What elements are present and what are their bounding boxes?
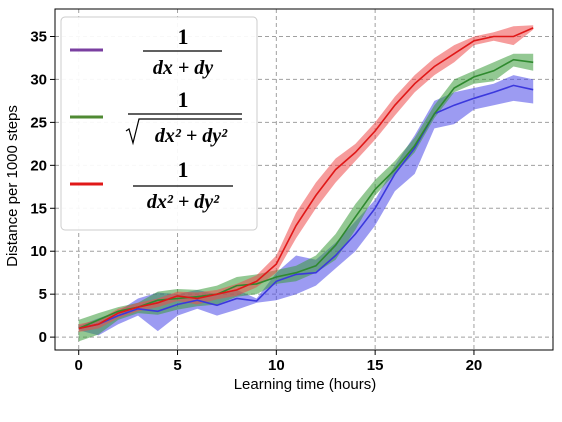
x-tick-label: 5 [173, 357, 181, 374]
x-tick-label: 15 [367, 357, 384, 374]
y-tick-label: 15 [30, 200, 47, 217]
legend-entry-2: 1 dx² + dy² [125, 87, 242, 147]
svg-text:1: 1 [178, 87, 189, 112]
x-axis-label: Learning time (hours) [234, 376, 377, 393]
line-series-2 [78, 58, 534, 330]
y-tick-label: 10 [30, 243, 47, 260]
svg-text:dx + dy: dx + dy [153, 57, 213, 79]
svg-text:dx² + dy²: dx² + dy² [155, 125, 228, 147]
y-tick-label: 30 [30, 71, 47, 88]
series-lines [78, 27, 534, 330]
x-tick-label: 0 [75, 357, 83, 374]
y-tick-label: 20 [30, 157, 47, 174]
legend-entry-1: 1 dx + dy [143, 24, 222, 79]
x-tick-label: 10 [268, 357, 285, 374]
x-tick-label: 20 [466, 357, 483, 374]
y-tick-label: 25 [30, 114, 47, 131]
y-axis-label: Distance per 1000 steps [4, 105, 21, 267]
svg-text:1: 1 [178, 24, 189, 49]
line-series-1 [78, 84, 534, 330]
y-tick-label: 35 [30, 28, 47, 45]
legend-entry-3: 1 dx² + dy² [133, 157, 233, 213]
line-series-3 [78, 27, 534, 330]
y-tick-label: 0 [39, 329, 47, 346]
plot-frame [54, 8, 554, 351]
legend: 1 dx + dy 1 dx² + dy² 1 dx² + dy² [60, 16, 258, 231]
axis-ticks: 0 5 10 15 20 0 5 10 15 20 25 30 35 [30, 28, 482, 374]
svg-text:dx² + dy²: dx² + dy² [147, 191, 220, 213]
svg-text:1: 1 [178, 157, 189, 182]
y-tick-label: 5 [39, 286, 47, 303]
legend-box [60, 16, 258, 231]
